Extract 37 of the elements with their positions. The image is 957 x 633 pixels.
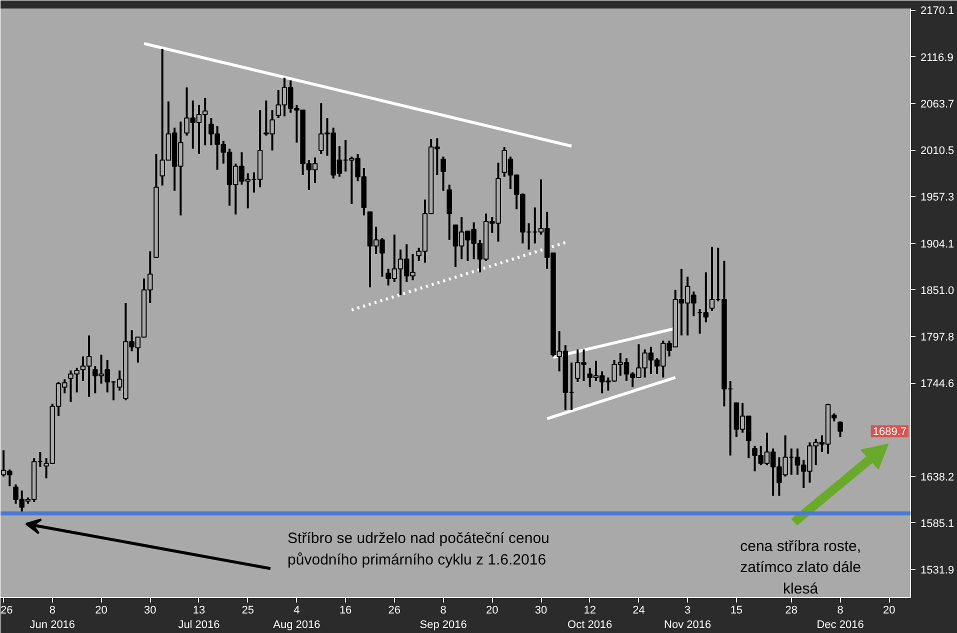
x-tick-label: 26 <box>0 604 13 616</box>
y-tick-label: 1531.9 <box>920 564 954 577</box>
x-tick-label: 4 Aug 2016 <box>273 604 320 631</box>
x-tick-label: 20 <box>883 604 896 616</box>
x-tick-label: 30 <box>144 604 156 616</box>
x-tick-label: 8 Sep 2016 <box>420 604 467 631</box>
x-tick-label: 13 Jul 2016 <box>178 604 220 631</box>
x-tick-label: 30 <box>534 604 548 616</box>
y-tick-label: 1904.1 <box>920 238 954 250</box>
x-tick-label: 3 Nov 2016 <box>664 604 712 631</box>
x-tick-label: 8 Dec 2016 <box>816 604 864 631</box>
y-tick-label: 2170.1 <box>920 5 954 18</box>
x-tick-label: 20 <box>486 604 498 616</box>
y-tick-label: 1957.3 <box>920 192 954 204</box>
annotation: cena stříbra roste, zatímco zlato dále klesá <box>740 538 862 598</box>
x-tick-label: 20 <box>95 604 108 616</box>
y-tick-label: 2010.5 <box>920 145 954 158</box>
annotation: 1689.7 <box>872 426 907 438</box>
y-tick-label: 1638.2 <box>920 471 954 484</box>
x-tick-label: 8 Jun 2016 <box>30 604 76 631</box>
x-tick-label: 26 <box>388 604 401 616</box>
x-tick-label: 25 <box>242 604 254 616</box>
y-tick-label: 1851.0 <box>920 284 954 297</box>
y-tick-label: 1744.6 <box>920 378 954 390</box>
x-tick-label: 16 <box>339 604 352 616</box>
candlestick <box>440 156 446 192</box>
candlestick <box>446 184 452 241</box>
x-tick-label: 15 <box>730 604 743 616</box>
candlestick <box>838 420 843 438</box>
y-tick-label: 2063.7 <box>920 98 954 110</box>
y-tick-label: 1585.1 <box>920 518 954 530</box>
x-tick-label: 24 <box>632 604 645 616</box>
y-tick-label: 1797.8 <box>920 331 954 344</box>
x-tick-label: 28 <box>785 604 798 616</box>
x-tick-label: 12 Oct 2016 <box>568 604 612 631</box>
annotation: Stříbro se udrželo nad počáteční cenou původního primárního cyklu z 1.6.2016 <box>288 530 550 568</box>
y-tick-label: 2116.9 <box>920 52 954 64</box>
